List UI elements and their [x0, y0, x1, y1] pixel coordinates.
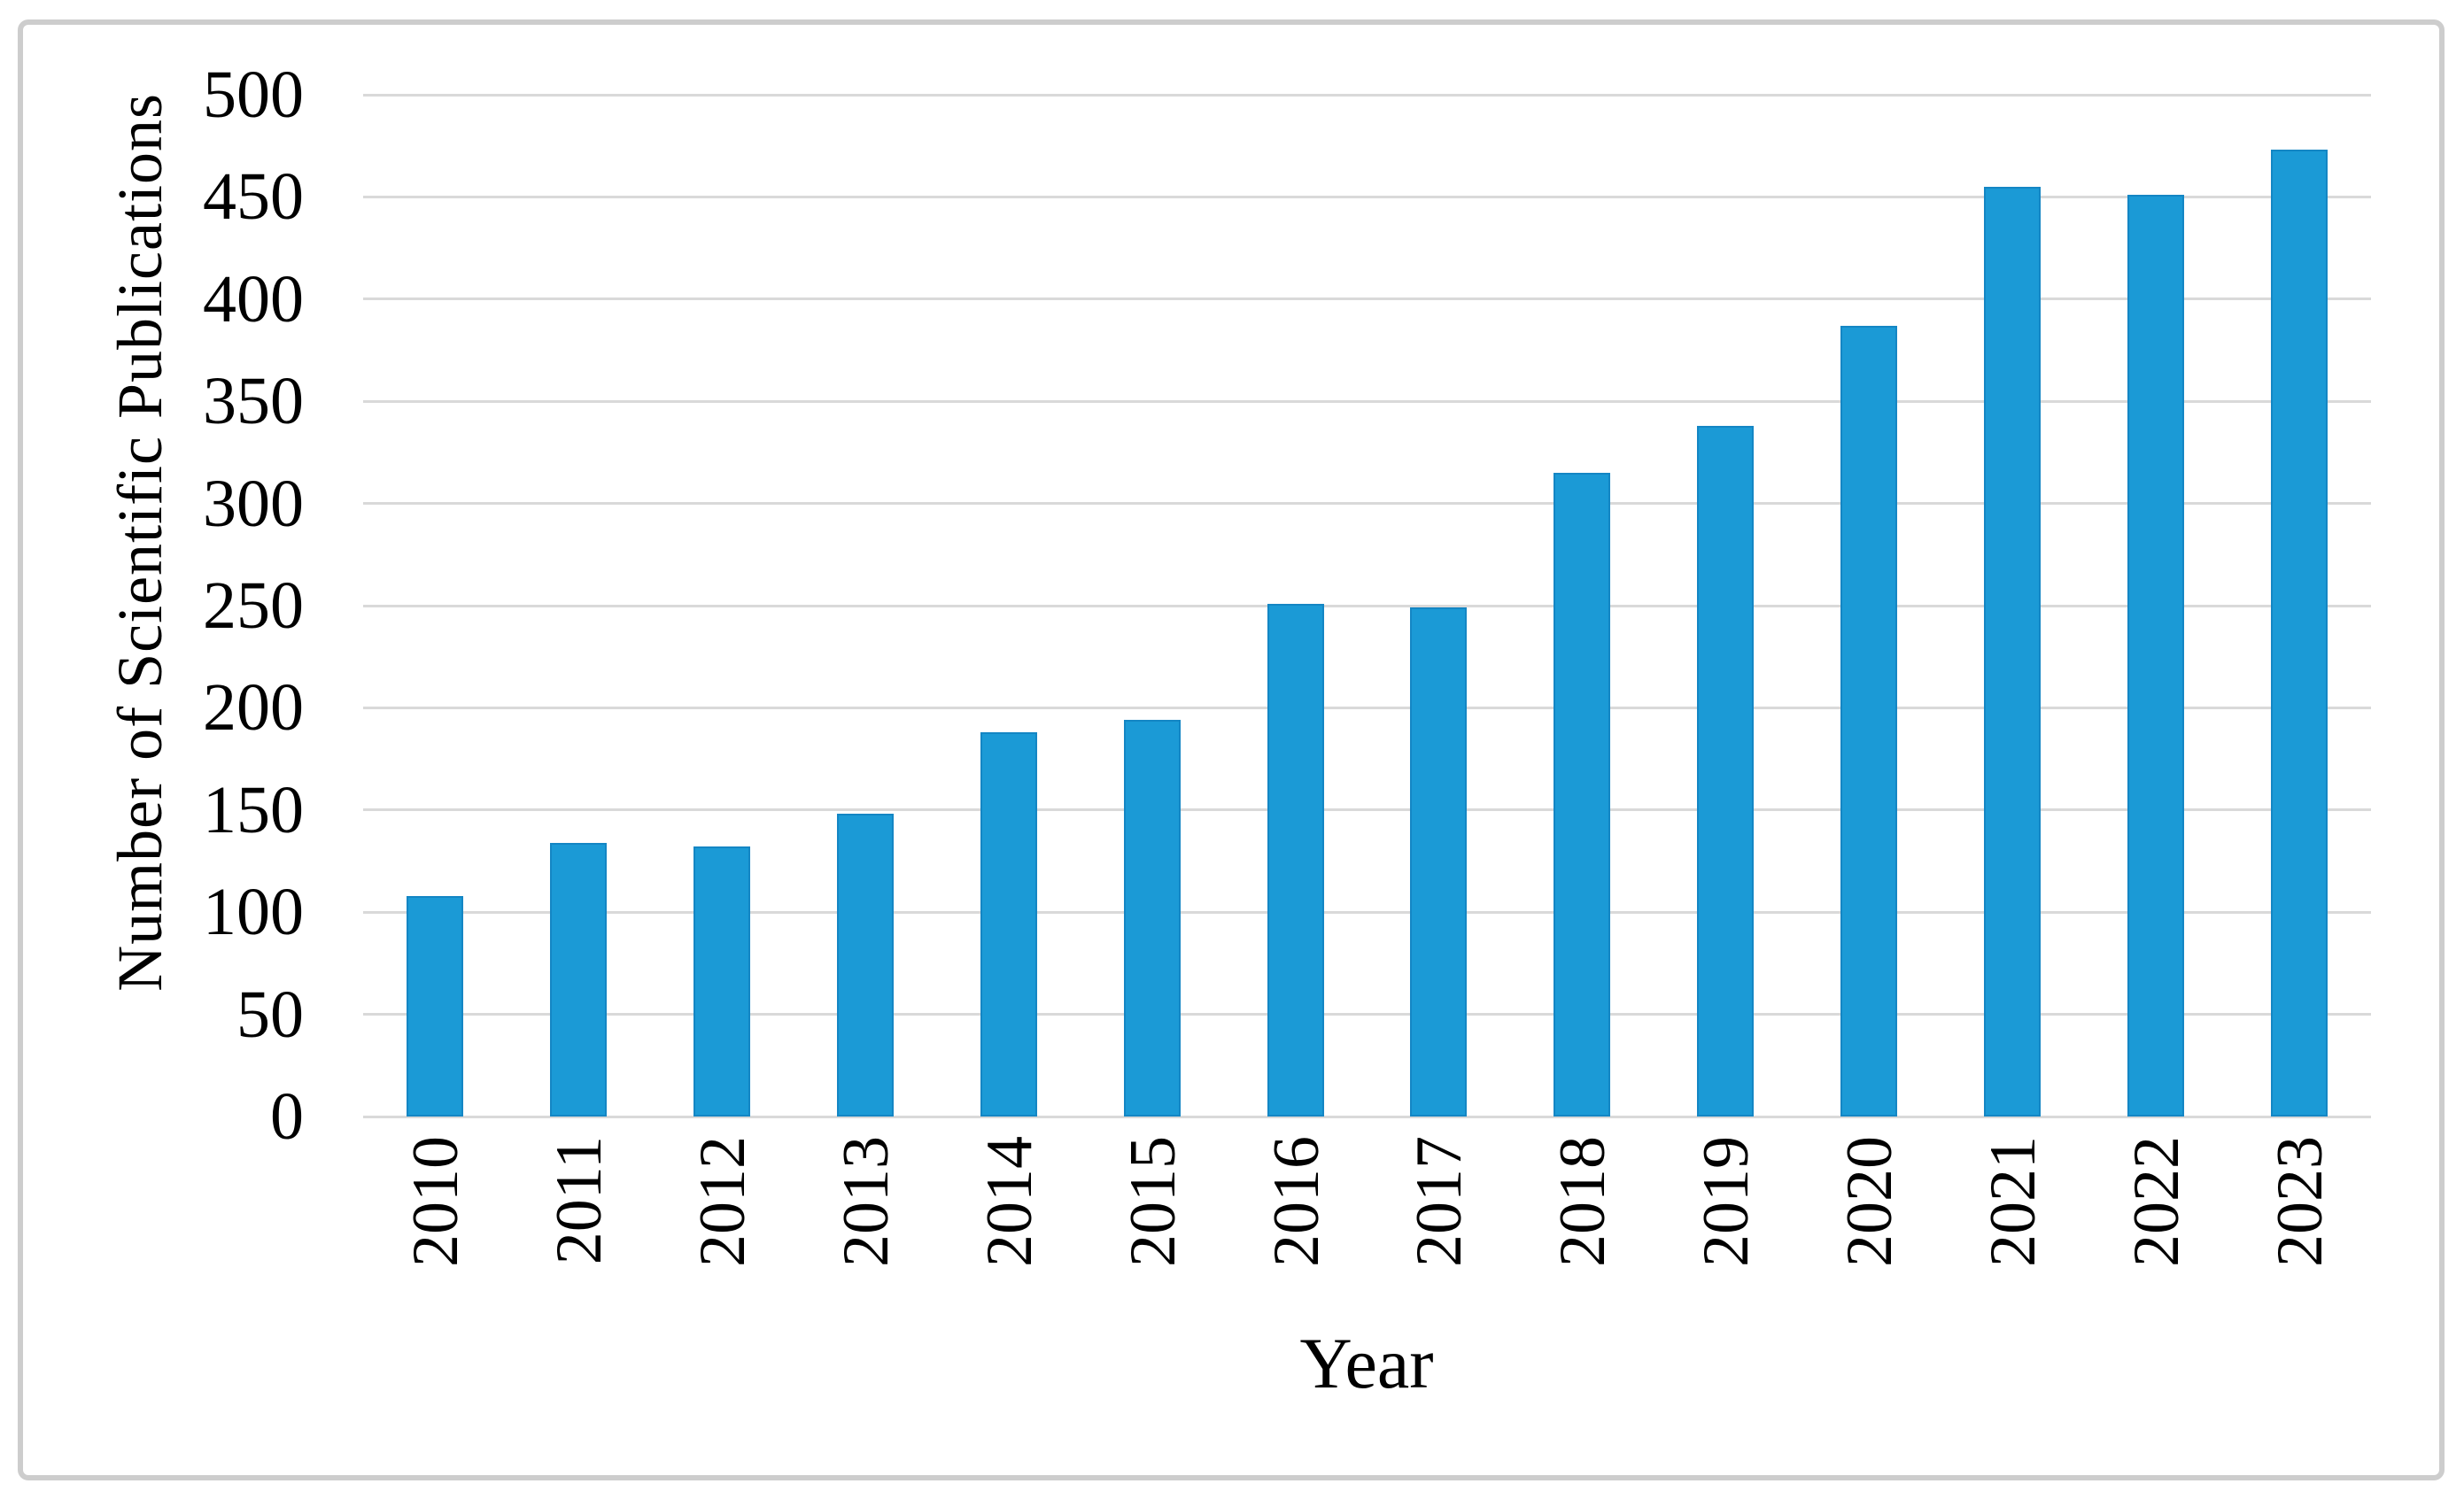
gridline-300 — [363, 502, 2371, 506]
x-tick-label-text: 2023 — [2264, 1136, 2337, 1267]
plot-area — [363, 93, 2371, 1118]
y-tick-label-250: 250 — [203, 568, 304, 643]
bar-2019 — [1697, 425, 1755, 1117]
x-tick-label-2014: 2014 — [973, 1136, 1107, 1267]
gridline-100 — [363, 910, 2371, 914]
bar-2011 — [549, 842, 607, 1117]
y-tick-label-50: 50 — [236, 977, 304, 1052]
x-tick-label-text: 2019 — [1690, 1136, 1763, 1267]
x-tick-label-2013: 2013 — [830, 1136, 964, 1267]
x-tick-label-2010: 2010 — [399, 1136, 533, 1267]
x-tick-label-2020: 2020 — [1833, 1136, 1967, 1267]
x-tick-label-2015: 2015 — [1117, 1136, 1251, 1267]
x-tick-label-2017: 2017 — [1403, 1136, 1537, 1267]
gridline-500 — [363, 93, 2371, 97]
x-tick-label-2011: 2011 — [543, 1136, 674, 1264]
figure-border — [18, 19, 2445, 1480]
x-axis-line — [363, 1115, 2371, 1118]
x-tick-label-2012: 2012 — [686, 1136, 820, 1267]
gridline-150 — [363, 808, 2371, 812]
bar-2020 — [1840, 325, 1898, 1117]
gridline-200 — [363, 706, 2371, 709]
x-tick-label-2022: 2022 — [2120, 1136, 2254, 1267]
x-tick-label-text: 2020 — [1833, 1136, 1907, 1267]
y-tick-label-400: 400 — [203, 261, 304, 336]
y-tick-label-200: 200 — [203, 670, 304, 746]
x-tick-label-text: 2015 — [1116, 1136, 1189, 1267]
x-tick-label-text: 2017 — [1403, 1136, 1476, 1267]
x-tick-label-text: 2016 — [1259, 1136, 1333, 1267]
x-tick-label-text: 2018 — [1546, 1136, 1620, 1267]
bar-2015 — [1123, 720, 1181, 1117]
x-tick-label-2023: 2023 — [2264, 1136, 2398, 1267]
gridline-250 — [363, 604, 2371, 607]
gridline-400 — [363, 298, 2371, 301]
bar-2018 — [1554, 472, 1611, 1117]
x-tick-label-text: 2022 — [2120, 1136, 2194, 1267]
x-tick-label-text: 2012 — [686, 1136, 759, 1267]
gridline-450 — [363, 195, 2371, 198]
y-tick-label-450: 450 — [203, 159, 304, 235]
y-tick-label-350: 350 — [203, 364, 304, 439]
x-tick-label-2018: 2018 — [1546, 1136, 1680, 1267]
y-tick-label-500: 500 — [203, 58, 304, 132]
gridline-350 — [363, 399, 2371, 403]
x-tick-label-text: 2011 — [542, 1136, 616, 1265]
bar-2016 — [1267, 603, 1324, 1117]
x-tick-label-2019: 2019 — [1690, 1136, 1824, 1267]
bar-2017 — [1410, 607, 1468, 1117]
x-tick-label-text: 2013 — [829, 1136, 903, 1267]
bar-2012 — [693, 846, 750, 1117]
x-tick-label-text: 2010 — [399, 1136, 472, 1267]
y-tick-label-0: 0 — [270, 1079, 304, 1154]
bar-2021 — [1984, 186, 2042, 1117]
x-axis-title: Year — [1299, 1323, 1434, 1403]
bar-2010 — [406, 895, 463, 1117]
y-tick-label-300: 300 — [203, 466, 304, 541]
x-tick-label-text: 2014 — [972, 1136, 1046, 1267]
bar-2013 — [836, 814, 894, 1117]
bar-2014 — [980, 732, 1037, 1117]
x-tick-label-2021: 2021 — [1977, 1136, 2111, 1267]
x-tick-label-text: 2021 — [1977, 1136, 2050, 1267]
bar-2022 — [2127, 195, 2185, 1117]
x-tick-label-2016: 2016 — [1260, 1136, 1394, 1267]
gridline-50 — [363, 1013, 2371, 1016]
y-tick-label-150: 150 — [203, 772, 304, 847]
y-tick-label-100: 100 — [203, 875, 304, 950]
bar-2023 — [2271, 150, 2328, 1117]
